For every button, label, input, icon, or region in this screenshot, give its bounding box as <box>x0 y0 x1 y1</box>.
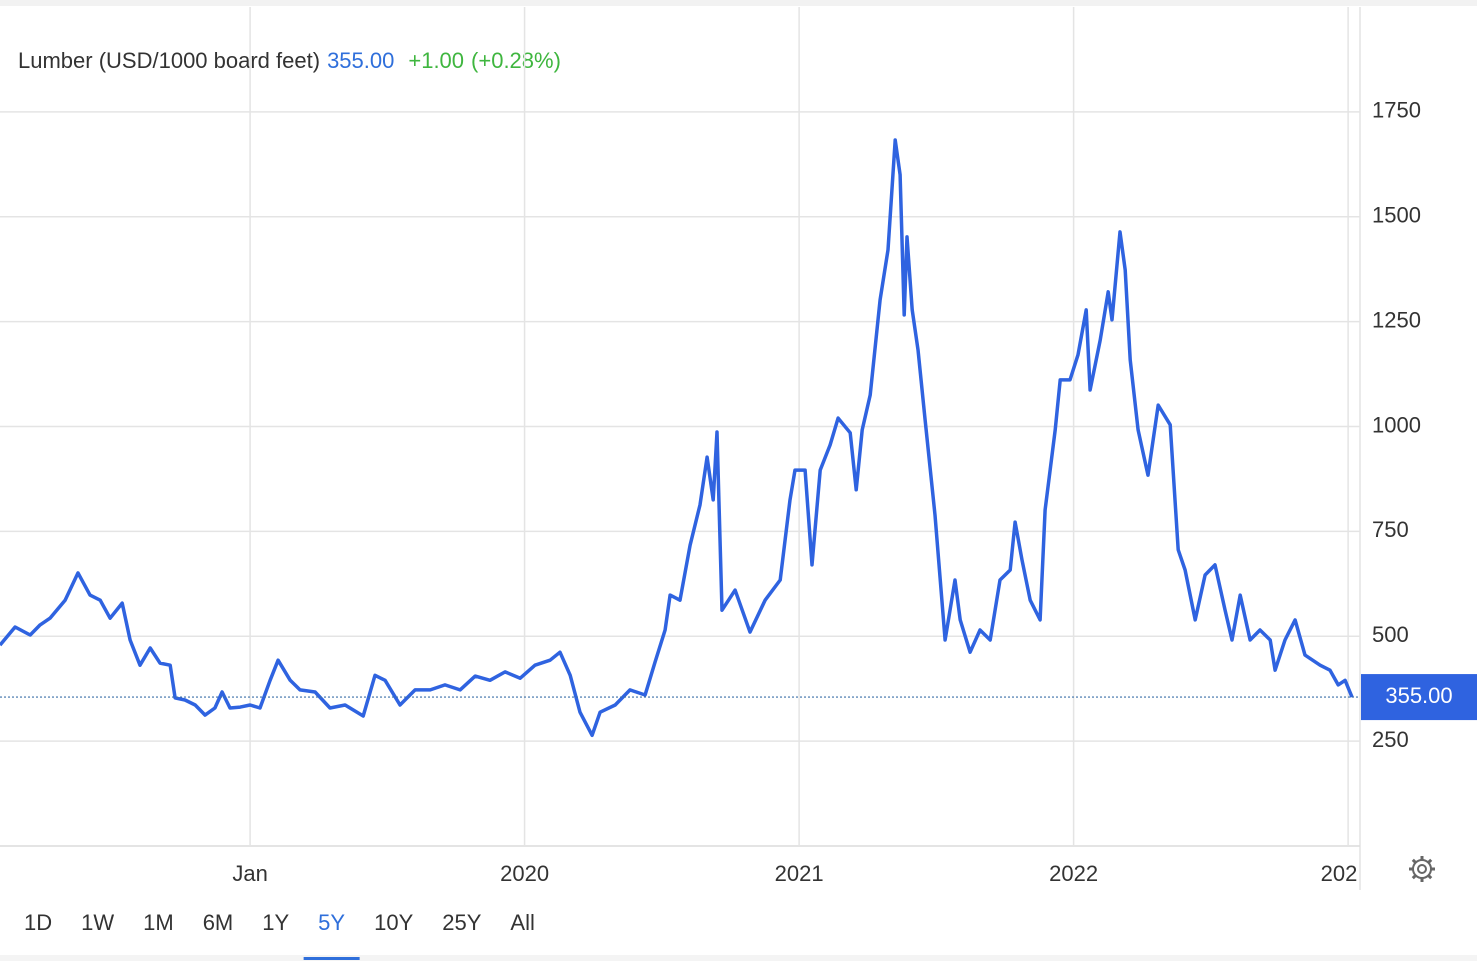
range-button[interactable]: 6M <box>203 910 234 935</box>
y-tick-label: 1000 <box>1372 412 1421 437</box>
range-button[interactable]: 1W <box>81 910 114 935</box>
y-tick-label: 250 <box>1372 727 1409 752</box>
bottom-strip <box>0 955 1477 961</box>
x-tick-label: 2020 <box>500 861 549 886</box>
chart-title: Lumber (USD/1000 board feet) <box>18 48 320 73</box>
y-tick-label: 1250 <box>1372 307 1421 332</box>
last-value-badge <box>1361 674 1477 721</box>
gear-ring <box>1412 859 1432 879</box>
x-tick-label: 202 <box>1321 861 1358 886</box>
active-range-underline <box>303 957 360 960</box>
last-value-label: 355.00 <box>1385 683 1452 708</box>
y-tick-label: 1500 <box>1372 203 1421 228</box>
range-button[interactable]: 1M <box>143 910 174 935</box>
price: 355.00 <box>327 48 394 73</box>
range-button[interactable]: 5Y <box>318 910 345 935</box>
y-tick-label: 500 <box>1372 622 1409 647</box>
range-button[interactable]: 1D <box>24 910 52 935</box>
y-tick-label: 750 <box>1372 517 1409 542</box>
x-tick-label: 2022 <box>1049 861 1098 886</box>
gear-hub <box>1417 864 1427 874</box>
y-tick-label: 1750 <box>1372 98 1421 123</box>
top-strip <box>0 0 1477 6</box>
settings-icon[interactable] <box>1409 856 1435 882</box>
range-button[interactable]: All <box>510 910 534 935</box>
header: Lumber (USD/1000 board feet) 355.00 +1.0… <box>18 48 561 73</box>
range-button[interactable]: 10Y <box>374 910 413 935</box>
price-change-pct: (+0.28%) <box>471 48 561 73</box>
price-line <box>0 138 1354 738</box>
price-change: +1.00 <box>408 48 464 73</box>
x-tick-label: Jan <box>232 861 267 886</box>
gear-teeth <box>1409 856 1435 882</box>
range-button[interactable]: 25Y <box>442 910 481 935</box>
x-tick-label: 2021 <box>775 861 824 886</box>
range-button[interactable]: 1Y <box>262 910 289 935</box>
